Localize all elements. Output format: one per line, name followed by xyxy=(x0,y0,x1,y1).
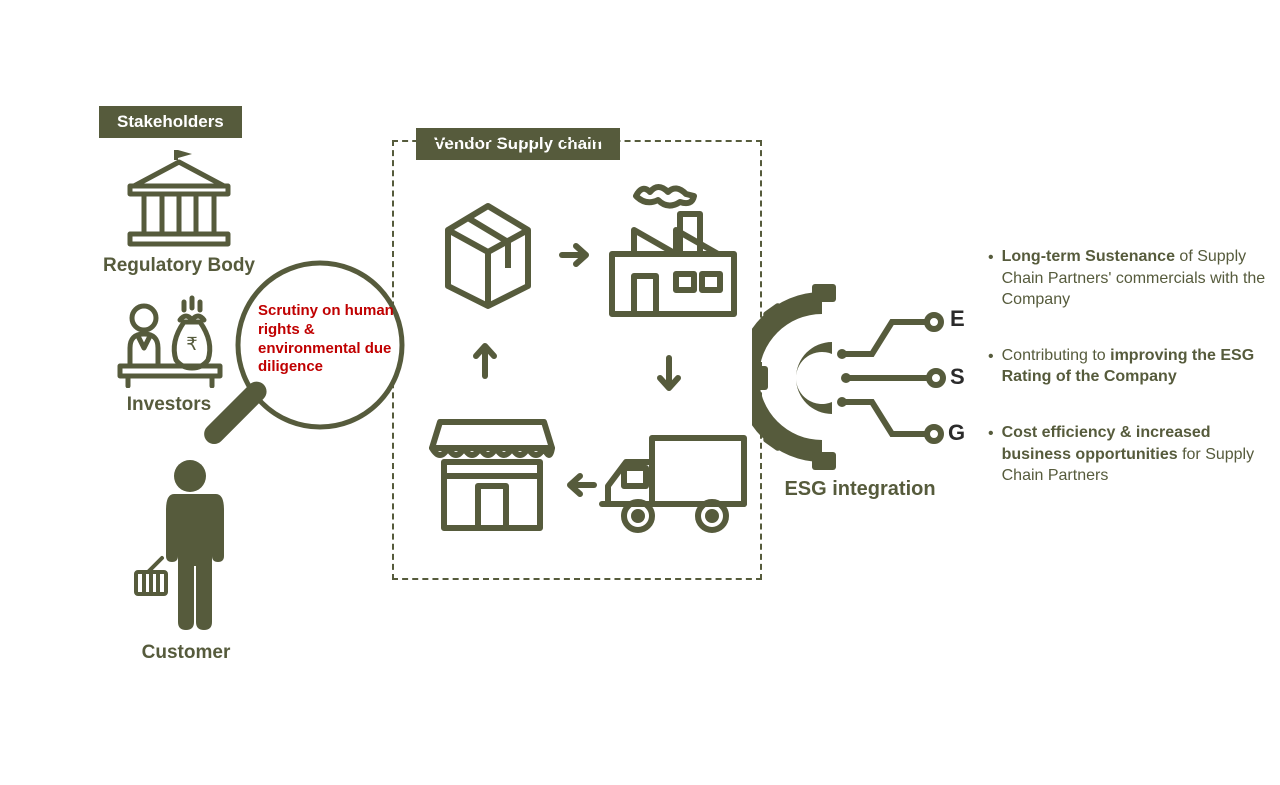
esg-gear-icon xyxy=(752,282,972,472)
regulatory-body-icon xyxy=(124,148,234,248)
factory-icon xyxy=(598,178,748,328)
arrow-right-icon xyxy=(556,240,596,270)
arrow-up-icon xyxy=(470,336,500,382)
benefit-item-3: • Cost efficiency & increased business o… xyxy=(988,422,1268,487)
truck-icon xyxy=(594,416,754,546)
benefit-text-1: Long-term Sustenance of Supply Chain Par… xyxy=(1002,246,1268,311)
arrow-down-icon xyxy=(654,352,684,398)
esg-letter-e: E xyxy=(950,306,965,332)
package-box-icon xyxy=(428,190,548,310)
store-icon xyxy=(422,404,562,544)
customer-label: Customer xyxy=(126,642,246,664)
benefit-text-3: Cost efficiency & increased business opp… xyxy=(1002,422,1268,487)
magnifier-text: Scrutiny on human rights & environmental… xyxy=(258,302,408,377)
bullet-dot-icon: • xyxy=(988,423,994,487)
benefit-item-1: • Long-term Sustenance of Supply Chain P… xyxy=(988,246,1268,311)
benefit-text-2: Contributing to improving the ESG Rating… xyxy=(1002,345,1268,388)
esg-letter-s: S xyxy=(950,364,965,390)
benefit-item-2: • Contributing to improving the ESG Rati… xyxy=(988,345,1268,388)
stakeholders-tag: Stakeholders xyxy=(99,106,242,138)
benefits-list: • Long-term Sustenance of Supply Chain P… xyxy=(988,246,1268,521)
esg-integration-label: ESG integration xyxy=(770,478,950,501)
customer-icon xyxy=(130,454,250,634)
bullet-dot-icon: • xyxy=(988,346,994,388)
esg-letter-g: G xyxy=(948,420,965,446)
arrow-left-icon xyxy=(560,470,600,500)
bullet-dot-icon: • xyxy=(988,247,994,311)
